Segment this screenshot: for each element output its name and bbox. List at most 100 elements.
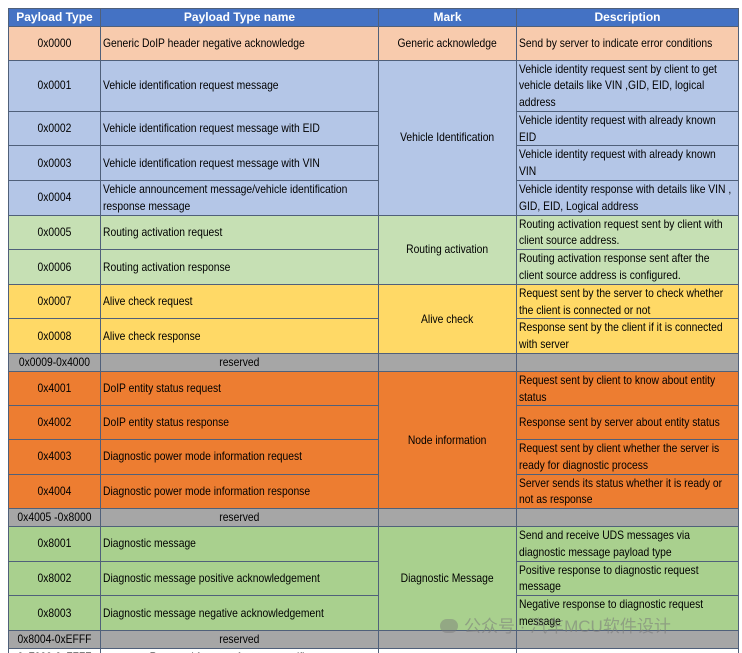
payload-name-text: Diagnostic power mode information reques… — [103, 449, 303, 464]
payload-name-text: Diagnostic message — [103, 536, 196, 551]
payload-name: Diagnostic message negative acknowledgem… — [100, 595, 379, 631]
payload-type: 0x0009-0x4000 — [8, 353, 101, 372]
payload-type-text: 0x0005 — [37, 225, 72, 240]
description-text: Request sent by client to know about ent… — [519, 372, 716, 404]
payload-name-text: Routing activation request — [103, 225, 223, 240]
payload-type-text: 0x0002 — [37, 121, 72, 136]
description-text: Response sent by the client if it is con… — [519, 320, 723, 352]
table-row: 0x0008 Alive check response Response sent … — [8, 318, 739, 355]
payload-name-text: reserved — [219, 510, 260, 525]
description-text: Vehicle identity response with details l… — [519, 182, 732, 213]
table-row: 0x0003 Vehicle identification request mes… — [8, 145, 739, 182]
payload-name: reserved — [100, 629, 379, 649]
payload-name-text: Generic DoIP header negative acknowledge — [103, 35, 305, 50]
description-text: Vehicle identity request sent by client … — [519, 61, 717, 110]
payload-name-text: Vehicle identification request message w… — [103, 121, 320, 136]
table-row: 0xF000-0xFFFF Reserved for manufacturer s… — [8, 647, 739, 653]
payload-name: Routing activation response — [100, 249, 379, 285]
payload-name: reserved — [100, 508, 379, 527]
description-text: Request sent by the server to check whet… — [519, 285, 724, 317]
mark: Routing activation — [378, 214, 517, 285]
table-row: 0x8003 Diagnostic message negative acknow… — [8, 595, 739, 631]
description: Server sends its status whether it is re… — [516, 473, 739, 510]
payload-type-text: 0x4002 — [37, 415, 72, 430]
description-text: Positive response to diagnostic request … — [519, 562, 699, 594]
payload-name: Diagnostic power mode information reques… — [100, 438, 379, 475]
column-header: Mark — [378, 8, 517, 27]
payload-name-text: Diagnostic power mode information respon… — [103, 483, 311, 498]
payload-type-text: 0xF000-0xFFFF — [11, 649, 98, 653]
description-text: Routing activation request sent by clien… — [519, 216, 723, 248]
payload-type: 0x0007 — [8, 283, 101, 320]
payload-name: Generic DoIP header negative acknowledge — [100, 26, 379, 61]
watermark: 公众号 · 汽车MCU软件设计 — [440, 612, 671, 637]
payload-name: Vehicle identification request message — [100, 59, 379, 112]
table-row: 0x8002 Diagnostic message positive acknow… — [8, 560, 739, 597]
payload-type-text: 0x0004 — [37, 190, 72, 205]
description-text: Negative response to diagnostic request … — [519, 597, 704, 628]
table-header: Payload Type Payload Type name Mark Desc… — [8, 8, 739, 27]
description — [516, 508, 739, 527]
column-header: Payload Type name — [100, 8, 379, 27]
description: Response sent by server about entity sta… — [516, 405, 739, 440]
payload-name-text: Diagnostic message positive acknowledgem… — [103, 570, 320, 585]
description: Send by server to indicate error conditi… — [516, 26, 739, 61]
payload-type-text: 0x0001 — [37, 78, 72, 93]
payload-name-text: Alive check response — [103, 328, 201, 343]
payload-name-text: DoIP entity status request — [103, 381, 221, 396]
payload-table: Payload Type Payload Type name Mark Desc… — [8, 8, 739, 653]
table-row: 0x8004-0xEFFF reserved — [8, 629, 739, 649]
payload-type-text: 0x0000 — [37, 35, 72, 50]
payload-name: Diagnostic message — [100, 525, 379, 562]
payload-type: 0x0008 — [8, 318, 101, 355]
description-text: Request sent by client whether the serve… — [519, 440, 720, 472]
description: Send and receive UDS messages via diagno… — [516, 525, 739, 562]
payload-name-text: Alive check request — [103, 294, 193, 309]
payload-name-text: reserved — [219, 355, 260, 370]
payload-type: 0x8001 — [8, 525, 101, 562]
watermark-logo — [440, 619, 458, 633]
payload-type: 0x0004 — [8, 180, 101, 216]
payload-type-text: 0x4005 -0x8000 — [17, 510, 92, 525]
mark-text: Alive check — [421, 311, 474, 326]
mark-text: Generic acknowledge — [397, 35, 498, 50]
mark-text: Node information — [408, 432, 487, 447]
table-row: 0x0002 Vehicle identification request mes… — [8, 110, 739, 147]
header-row: Payload Type Payload Type name Mark Desc… — [8, 8, 739, 27]
payload-type: 0x8004-0xEFFF — [8, 629, 101, 649]
mark — [378, 647, 517, 653]
payload-type-text: 0x0003 — [37, 155, 72, 170]
description: Vehicle identity request with already kn… — [516, 110, 739, 147]
payload-type-text: 0x0007 — [37, 294, 72, 309]
payload-name: Reserved for manufacturer specific use — [100, 647, 379, 653]
mark: Generic acknowledge — [378, 26, 517, 61]
payload-type-text: 0x8001 — [37, 536, 72, 551]
payload-type: 0x0000 — [8, 26, 101, 61]
payload-type: 0x4003 — [8, 438, 101, 475]
payload-type-text: 0x8003 — [37, 605, 72, 620]
payload-name-text: Routing activation response — [103, 259, 231, 274]
payload-name: Diagnostic message positive acknowledgem… — [100, 560, 379, 597]
payload-name-text: reserved — [219, 631, 260, 646]
description-text: Send by server to indicate error conditi… — [519, 35, 713, 50]
table-row: 0x0009-0x4000 reserved — [8, 353, 739, 372]
payload-type-text: 0x8002 — [37, 570, 72, 585]
column-header: Payload Type — [8, 8, 101, 27]
mark: Node information — [378, 370, 517, 510]
mark: Vehicle Identification — [378, 59, 517, 216]
payload-type: 0x0006 — [8, 249, 101, 285]
description: Routing activation request sent by clien… — [516, 214, 739, 251]
table-row: 0x4001 DoIP entity status request Node inf… — [8, 370, 739, 510]
description: Positive response to diagnostic request … — [516, 560, 739, 597]
payload-type-text: 0x4004 — [37, 483, 72, 498]
description-text: Vehicle identity request with already kn… — [519, 112, 716, 144]
payload-type-text: 0x0006 — [37, 259, 72, 274]
column-header: Description — [516, 8, 739, 27]
payload-name: Alive check response — [100, 318, 379, 355]
mark: Alive check — [378, 283, 517, 355]
description-text: Send and receive UDS messages via diagno… — [519, 527, 690, 559]
table-row: 0x4003 Diagnostic power mode information … — [8, 438, 739, 475]
table-row: 0x4004 Diagnostic power mode information … — [8, 473, 739, 510]
description: Vehicle identity request sent by client … — [516, 59, 739, 112]
payload-name: Diagnostic power mode information respon… — [100, 473, 379, 510]
